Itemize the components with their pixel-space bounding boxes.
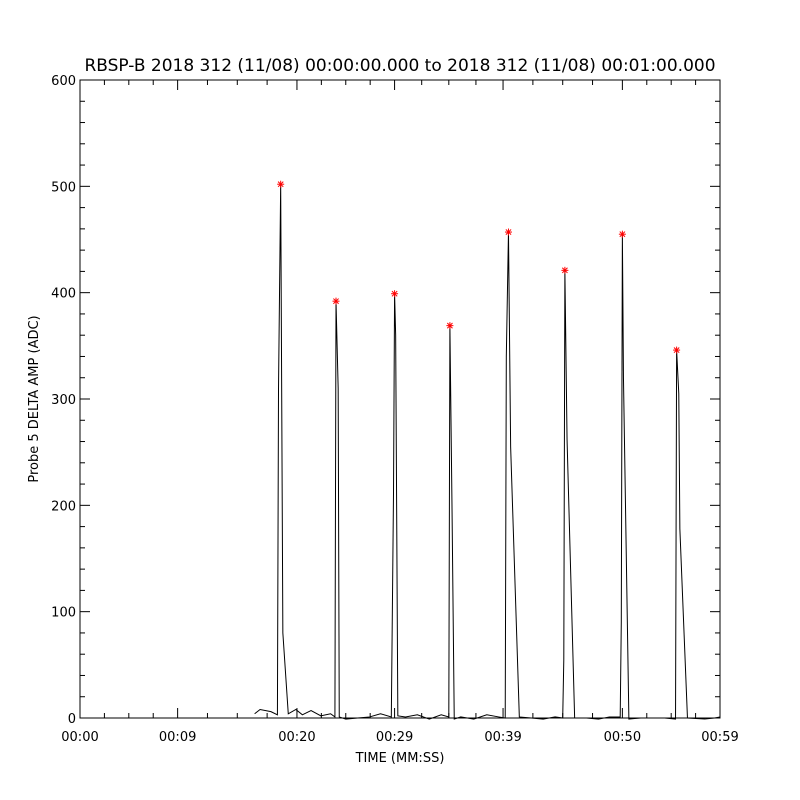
x-tick-label: 00:20: [278, 730, 315, 745]
peak-marker: [561, 266, 569, 274]
peak-marker: [618, 230, 626, 238]
tick-labels: 0 100 200 300 400 500 600 00:00 00:09 00:20 00:29 0…: [51, 74, 739, 745]
x-axis-label: TIME (MM:SS): [355, 751, 445, 766]
y-tick-label: 0: [68, 712, 76, 727]
y-axis-label: Probe 5 DELTA AMP (ADC): [27, 315, 42, 482]
peak-marker: [277, 180, 285, 188]
y-tick-label: 200: [51, 499, 76, 514]
x-tick-label: 00:59: [701, 730, 738, 745]
series-1: [277, 180, 681, 354]
x-tick-label: 00:50: [604, 730, 641, 745]
x-tick-label: 00:29: [376, 730, 413, 745]
peak-marker: [504, 228, 512, 236]
y-tick-label: 600: [51, 74, 76, 89]
peak-marker: [673, 346, 681, 354]
y-tick-label: 400: [51, 287, 76, 302]
x-tick-label: 00:09: [159, 730, 196, 745]
x-tick-label: 00:00: [61, 730, 98, 745]
series-layer: [254, 180, 721, 720]
peak-marker: [332, 297, 340, 305]
x-tick-label: 00:39: [484, 730, 521, 745]
series-0: [254, 184, 721, 720]
y-tick-label: 100: [51, 606, 76, 621]
chart-title: RBSP-B 2018 312 (11/08) 00:00:00.000 to …: [84, 56, 715, 76]
peak-marker: [391, 290, 399, 298]
y-tick-label: 300: [51, 393, 76, 408]
y-tick-label: 500: [51, 180, 76, 195]
series-line: [254, 184, 721, 720]
peak-marker: [446, 322, 454, 330]
